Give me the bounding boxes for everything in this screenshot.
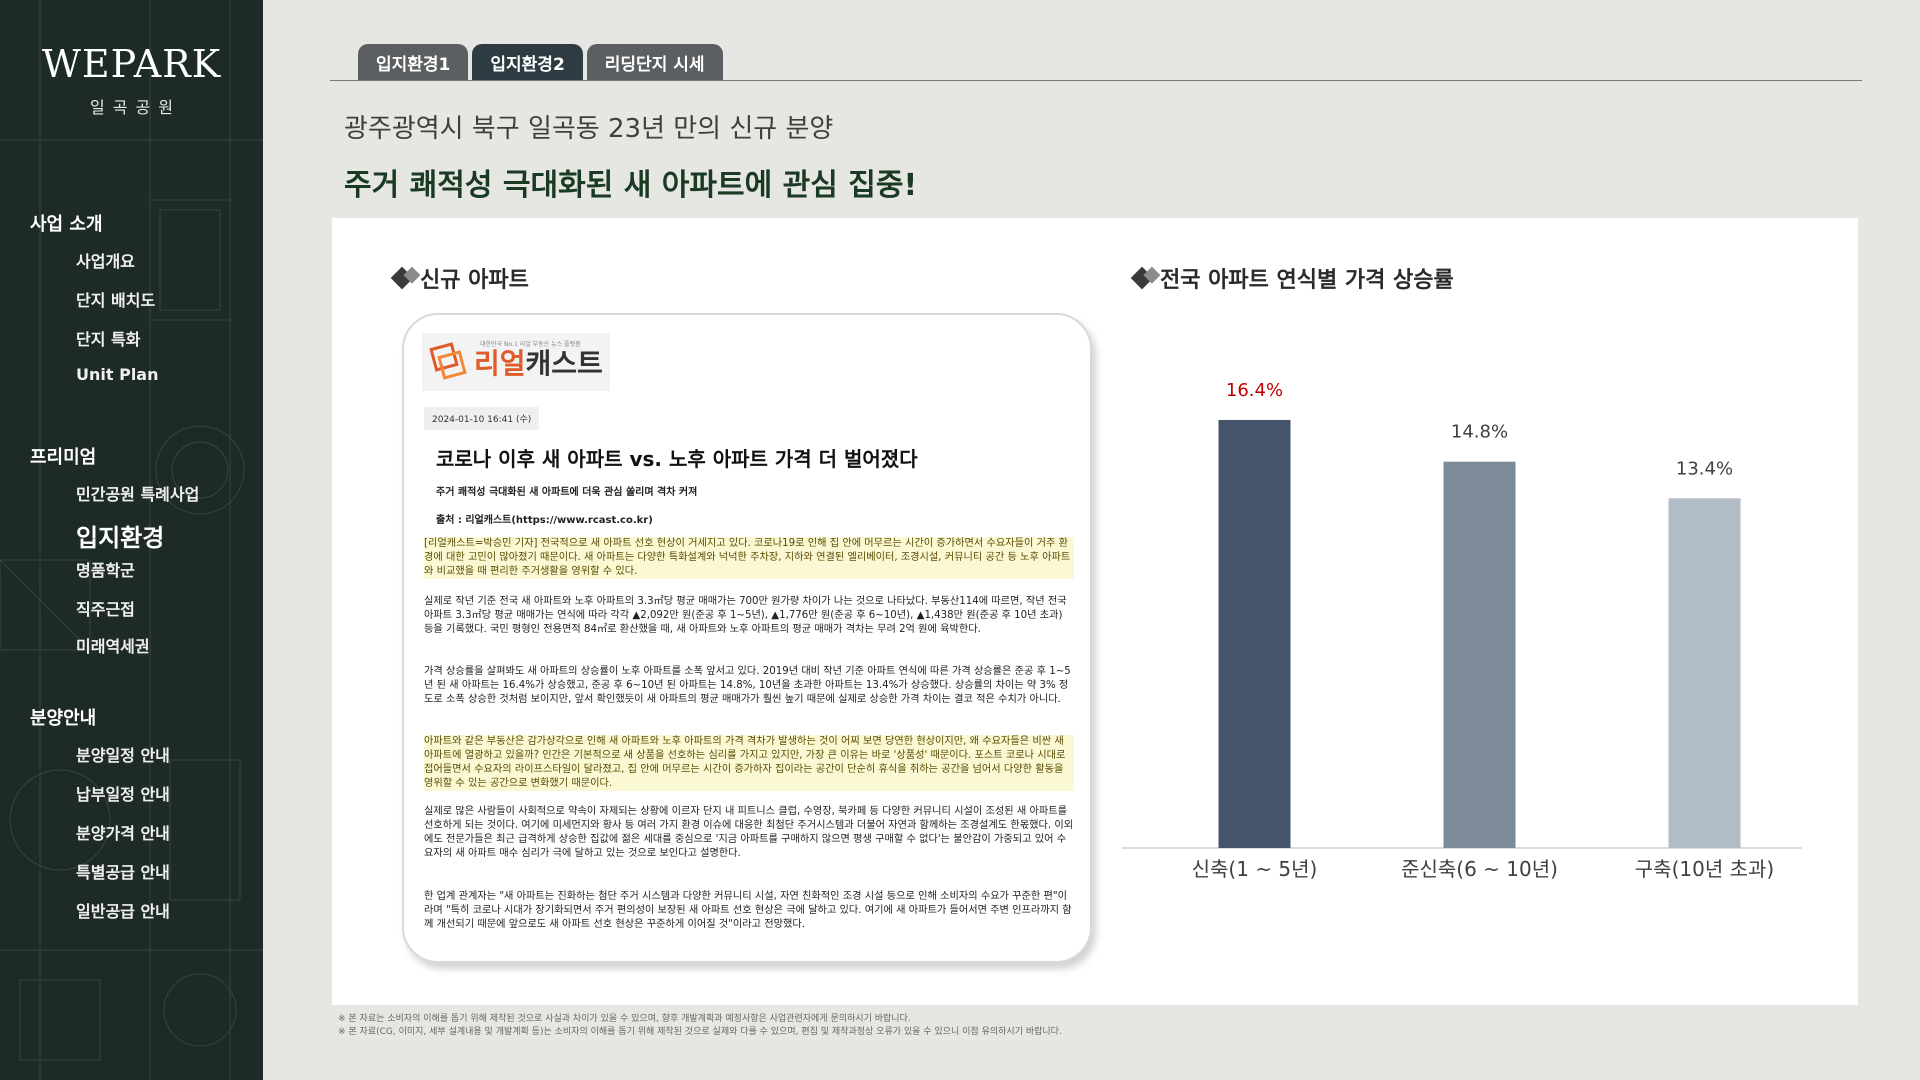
- nav-item-special-features[interactable]: 단지 특화: [76, 330, 141, 349]
- nav-item-job-proximity[interactable]: 직주근접: [76, 600, 135, 619]
- right-section-title: 전국 아파트 연식별 가격 상승률: [1160, 268, 1454, 293]
- content-card: 신규 아파트 전국 아파트 연식별 가격 상승률 리얼캐스트 대한민국 No.1…: [332, 218, 1858, 1005]
- article-paragraph: 가격 상승률을 살펴봐도 새 아파트의 상승률이 노후 아파트를 소폭 앞서고 …: [424, 666, 1071, 705]
- nav-item-private-park[interactable]: 민간공원 특례사업: [76, 485, 200, 504]
- realcast-logo-text: 리얼캐스트: [474, 347, 603, 380]
- footnote: ※ 본 자료는 소비자의 이해를 돕기 위해 제작된 것으로 사실과 차이가 있…: [338, 1014, 911, 1024]
- chart-category-label: 신축(1 ~ 5년): [1192, 857, 1318, 881]
- nav-section-title[interactable]: 프리미엄: [30, 447, 97, 468]
- article-source: 출처 : 리얼캐스트(https://www.rcast.co.kr): [436, 515, 653, 526]
- left-section-heading: 신규 아파트: [390, 262, 529, 294]
- chart-data-label: 14.8%: [1451, 422, 1508, 443]
- tab-bar: 입지환경1 입지환경2 리딩단지 시세: [358, 44, 723, 80]
- nav-item-sales-schedule[interactable]: 분양일정 안내: [76, 746, 170, 765]
- article-date: 2024-01-10 16:41 (수): [424, 407, 540, 430]
- right-section-heading: 전국 아파트 연식별 가격 상승률: [1130, 262, 1454, 294]
- chart-data-label: 13.4%: [1676, 458, 1733, 479]
- nav-item-school[interactable]: 명품학군: [76, 561, 135, 580]
- nav-item-special-supply[interactable]: 특별공급 안내: [76, 863, 170, 882]
- chart-data-label: 16.4%: [1226, 380, 1283, 401]
- diamond-icon: [1130, 266, 1154, 290]
- left-section-title: 신규 아파트: [420, 268, 529, 293]
- article-paragraph: 실제로 많은 사람들이 사회적으로 약속이 자제되는 상황에 이르자 단지 내 …: [424, 806, 1074, 859]
- footnote: ※ 본 자료(CG, 이미지, 세부 설계내용 및 개발계획 등)는 소비자의 …: [338, 1027, 1062, 1037]
- headline-title: 주거 쾌적성 극대화된 새 아파트에 관심 집중!: [344, 168, 918, 203]
- chart-bar: [1443, 461, 1516, 848]
- tab-divider: [330, 80, 1862, 81]
- nav-item-unit-plan[interactable]: Unit Plan: [76, 365, 159, 384]
- realcast-logo: 리얼캐스트 대한민국 No.1 리얼 부동산 뉴스 플랫폼: [422, 333, 610, 391]
- price-growth-chart: 16.4% 신축(1 ~ 5년) 14.8% 준신축(6 ~ 10년) 13.4% 구축(…: [1122, 380, 1802, 881]
- article-paragraph: 한 업계 관계자는 "새 아파트는 진화하는 첨단 주거 시스템과 다양한 커뮤…: [424, 891, 1072, 930]
- nav-section-title[interactable]: 사업 소개: [30, 214, 103, 235]
- realcast-tagline: 대한민국 No.1 리얼 부동산 뉴스 플랫폼: [480, 341, 581, 348]
- chart-category-label: 구축(10년 초과): [1635, 857, 1774, 881]
- article-paragraph: 아파트와 같은 부동산은 감가상각으로 인해 새 아파트와 노후 아파트의 가격…: [424, 735, 1074, 791]
- nav-item-sales-price[interactable]: 분양가격 안내: [76, 824, 170, 843]
- news-article: 리얼캐스트 대한민국 No.1 리얼 부동산 뉴스 플랫폼 2024-01-10…: [402, 313, 1092, 963]
- article-subtitle: 주거 쾌적성 극대화된 새 아파트에 더욱 관심 쏠리며 격차 커져: [436, 487, 698, 498]
- brand-subtitle: 일곡공원: [90, 98, 181, 117]
- nav-item-location[interactable]: 입지환경: [76, 524, 165, 552]
- tab-location-1[interactable]: 입지환경1: [358, 44, 469, 80]
- nav-item-general-supply[interactable]: 일반공급 안내: [76, 902, 170, 921]
- brand-name: WEPARK: [41, 42, 222, 86]
- nav-item-future-station[interactable]: 미래역세권: [76, 637, 150, 656]
- nav-item-payment-schedule[interactable]: 납부일정 안내: [76, 785, 170, 804]
- diamond-icon: [390, 266, 414, 290]
- sidebar: WEPARK 일곡공원 사업 소개 사업개요 단지 배치도 단지 특화 Unit…: [0, 0, 263, 1080]
- chart-bar: [1668, 498, 1741, 848]
- nav-item-site-plan[interactable]: 단지 배치도: [76, 291, 156, 310]
- chart-category-label: 준신축(6 ~ 10년): [1401, 857, 1558, 881]
- nav-item-overview[interactable]: 사업개요: [76, 252, 135, 271]
- chart-bar: [1218, 419, 1291, 848]
- article-title: 코로나 이후 새 아파트 vs. 노후 아파트 가격 더 벌어졌다: [436, 447, 918, 471]
- tab-leading-complex-price[interactable]: 리딩단지 시세: [586, 44, 723, 80]
- realcast-logo-icon: [429, 342, 467, 380]
- article-paragraph: [리얼캐스트=박승민 기자] 전국적으로 새 아파트 선호 현상이 거세지고 있…: [424, 537, 1074, 579]
- article-paragraph: 실제로 작년 기준 전국 새 아파트와 노후 아파트의 3.3㎡당 평균 매매가…: [424, 596, 1067, 635]
- tab-location-2[interactable]: 입지환경2: [472, 44, 583, 80]
- nav-section-title[interactable]: 분양안내: [30, 708, 97, 729]
- headline-subtitle: 광주광역시 북구 일곡동 23년 만의 신규 분양: [344, 114, 834, 144]
- logo[interactable]: WEPARK 일곡공원: [0, 42, 263, 118]
